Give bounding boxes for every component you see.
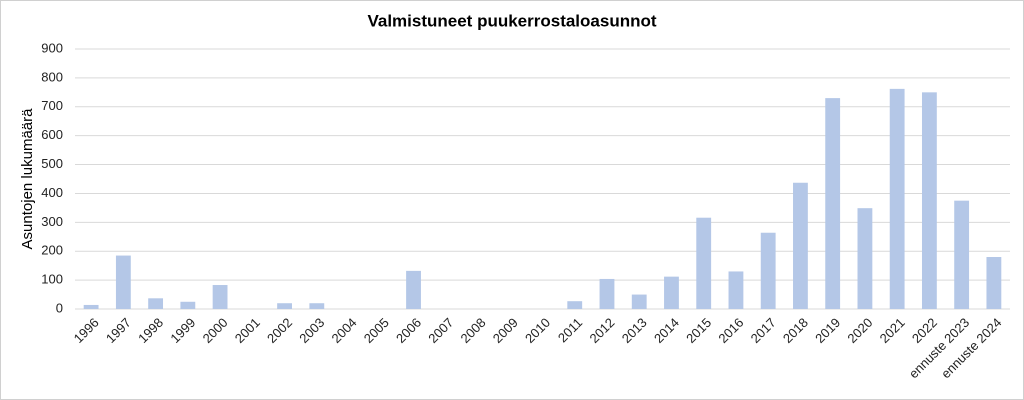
bar xyxy=(180,301,196,309)
bar xyxy=(664,276,679,309)
bar xyxy=(599,278,615,309)
bar xyxy=(212,285,228,309)
bar xyxy=(277,303,292,309)
bar xyxy=(986,257,1002,309)
bar xyxy=(148,298,164,309)
y-axis-title: Asuntojen lukumäärä xyxy=(19,108,36,250)
bar xyxy=(825,98,841,309)
y-tick-label: 200 xyxy=(41,243,63,258)
bar xyxy=(83,304,99,309)
y-tick-label: 500 xyxy=(41,156,63,171)
y-tick-label: 800 xyxy=(41,69,63,84)
bar xyxy=(567,301,583,309)
y-tick-label: 600 xyxy=(41,127,63,142)
bar xyxy=(115,255,131,309)
bar xyxy=(406,270,421,309)
y-tick-label: 400 xyxy=(41,185,63,200)
y-tick-label: 700 xyxy=(41,98,63,113)
y-tick-label: 0 xyxy=(56,300,63,315)
bar xyxy=(793,182,808,309)
bar xyxy=(728,271,744,309)
y-tick-label: 100 xyxy=(41,272,63,287)
bar xyxy=(889,88,905,309)
y-tick-label: 900 xyxy=(41,40,63,55)
bar xyxy=(921,92,937,309)
chart-title: Valmistuneet puukerrostaloasunnot xyxy=(367,11,656,30)
bar xyxy=(631,294,647,309)
bar xyxy=(954,200,970,309)
y-tick-label: 300 xyxy=(41,214,63,229)
bar xyxy=(309,303,325,309)
bar xyxy=(696,217,712,309)
bar xyxy=(857,208,873,309)
bar xyxy=(760,232,776,309)
